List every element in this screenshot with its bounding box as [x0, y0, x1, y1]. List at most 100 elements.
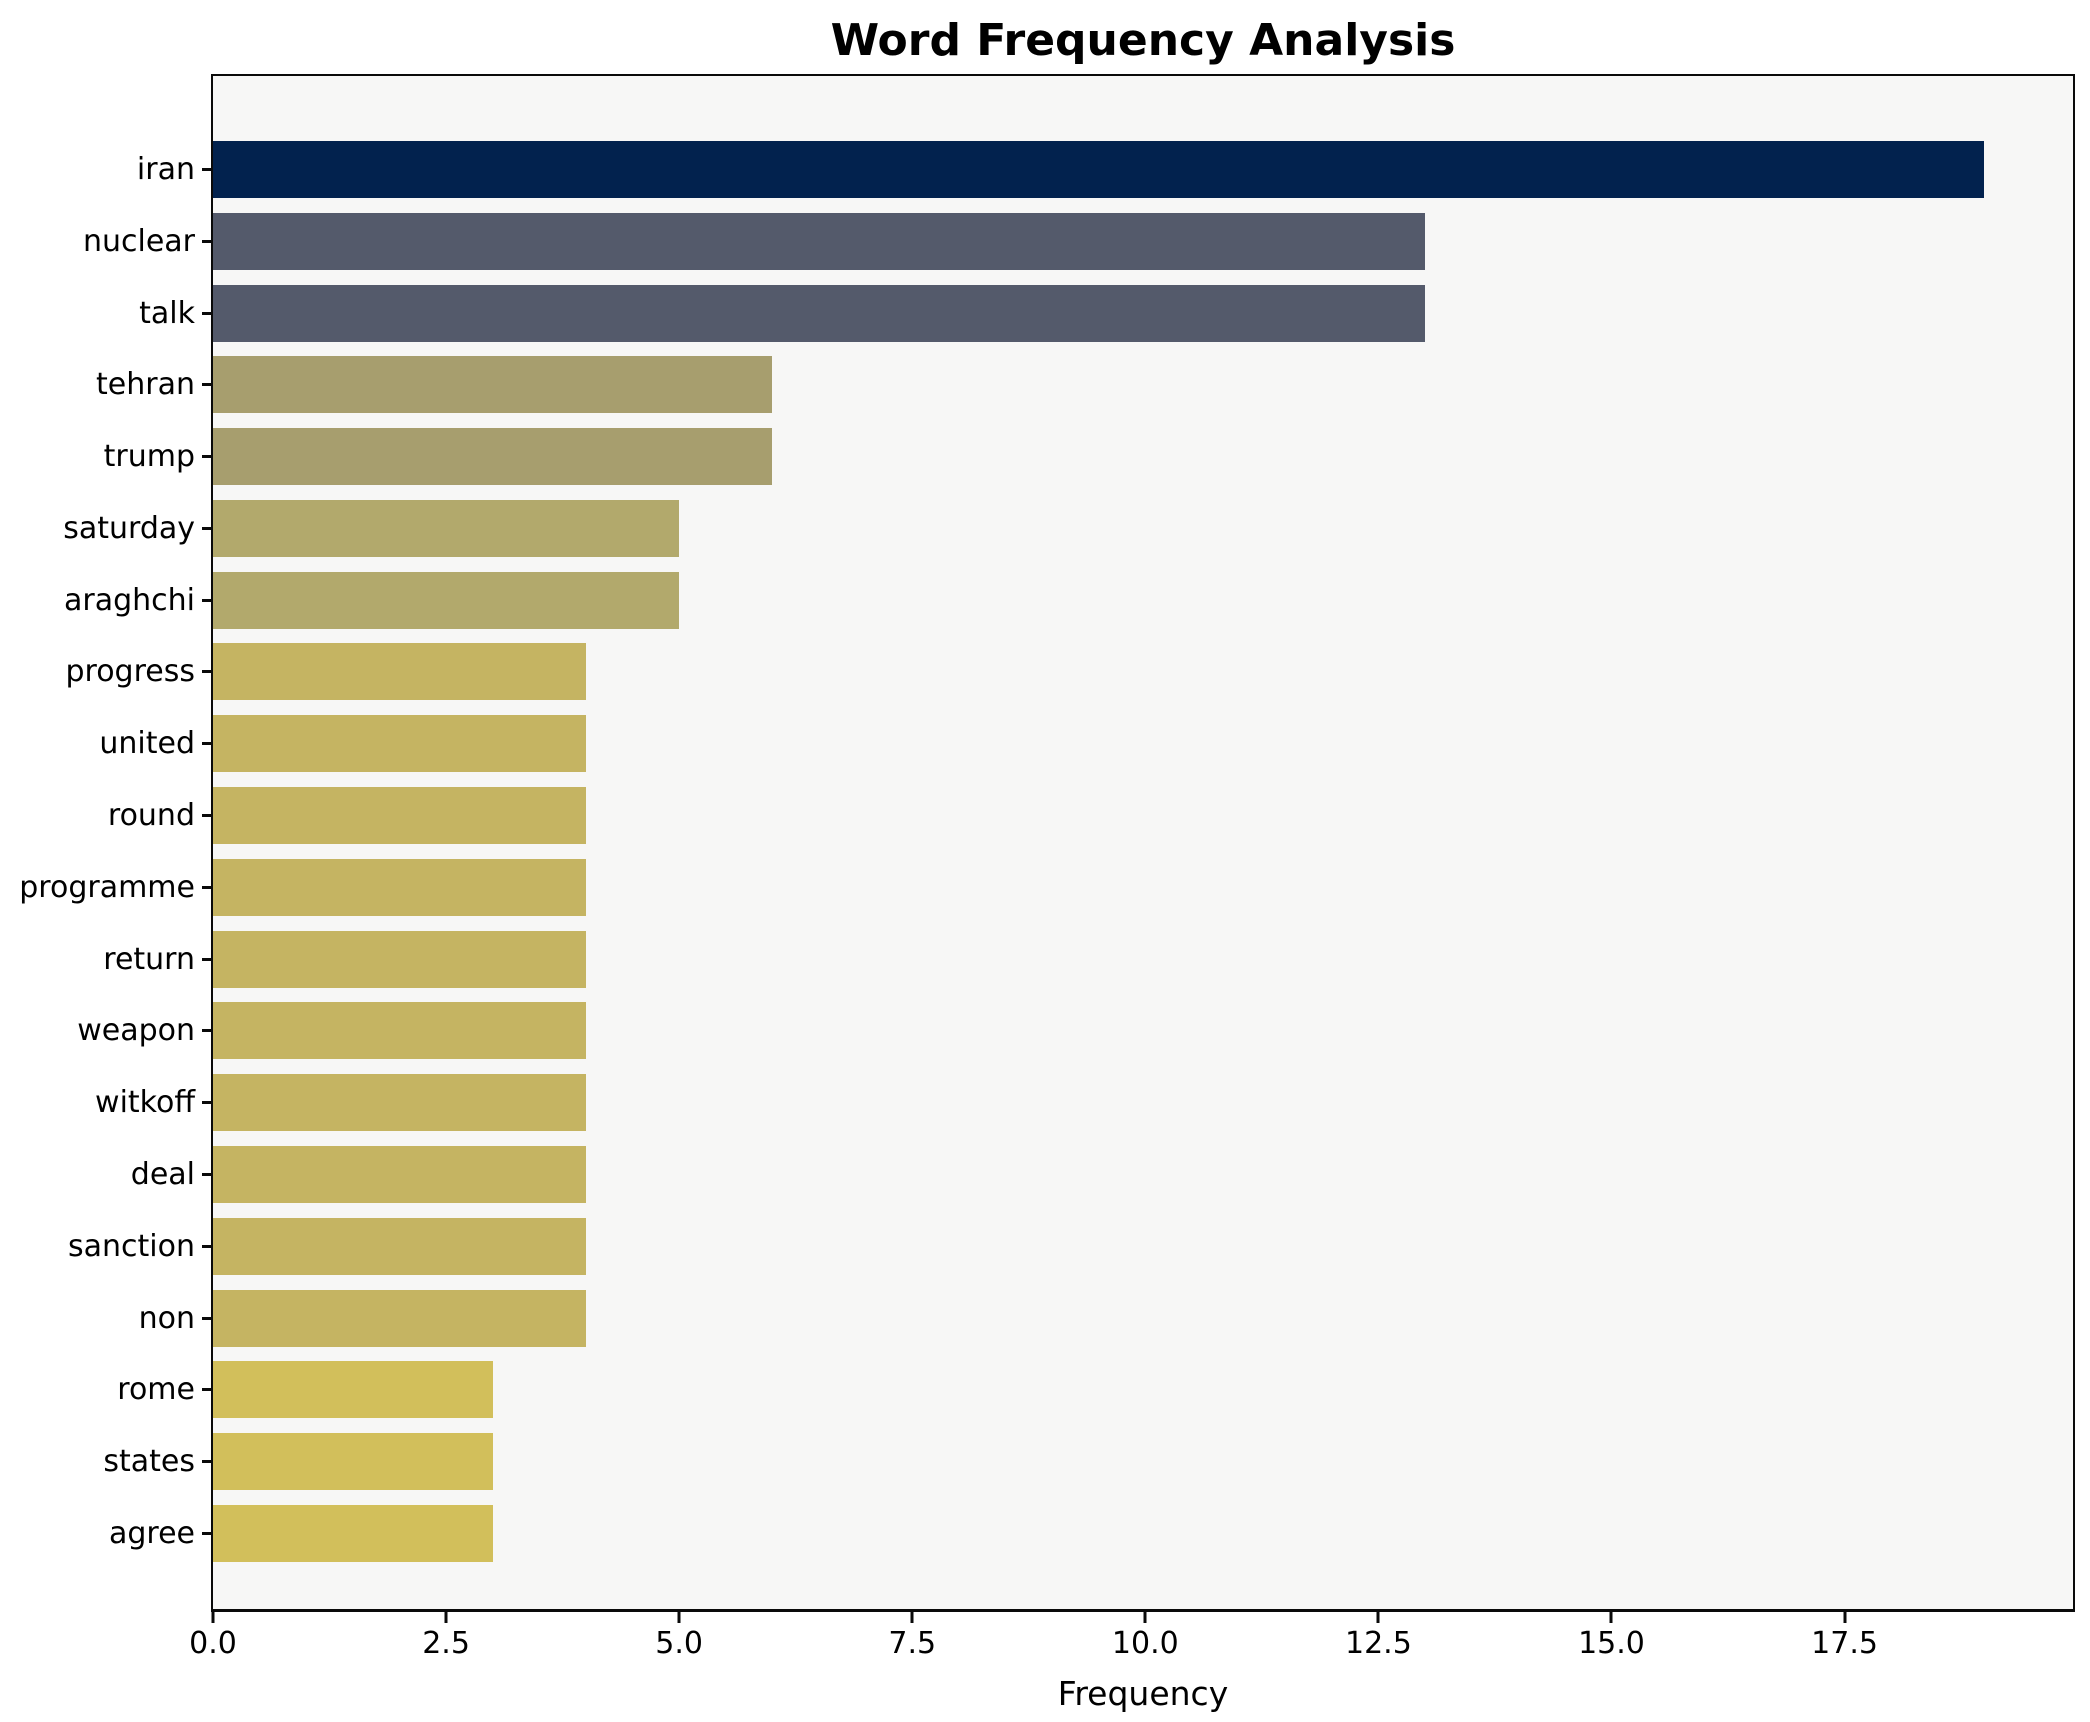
bar-round	[213, 787, 586, 845]
y-tick-label: programme	[19, 869, 195, 905]
x-tick-mark	[1143, 1612, 1147, 1623]
y-tick-talk: talk	[0, 285, 211, 342]
x-tick-mark	[211, 1612, 215, 1623]
plot-area	[211, 74, 2075, 1612]
bar-weapon	[213, 1002, 586, 1060]
bar-row-saturday	[213, 499, 2073, 557]
bar-saturday	[213, 499, 680, 557]
y-tick-mark	[202, 598, 211, 602]
bar-row-araghchi	[213, 571, 2073, 629]
bar-row-sanction	[213, 1217, 2073, 1275]
bar-states	[213, 1433, 493, 1491]
y-tick-mark	[202, 1172, 211, 1176]
y-tick-araghchi: araghchi	[0, 572, 211, 629]
x-tick-mark	[677, 1612, 681, 1623]
bars-container	[213, 141, 2073, 1562]
y-tick-trump: trump	[0, 428, 211, 485]
bar-row-agree	[213, 1504, 2073, 1562]
x-tick-label: 2.5	[422, 1626, 470, 1661]
y-tick-mark	[202, 526, 211, 530]
y-tick-label: return	[103, 941, 195, 977]
x-tick-label: 10.0	[1111, 1626, 1179, 1661]
bar-agree	[213, 1504, 493, 1562]
y-tick-label: progress	[65, 654, 195, 690]
y-tick-round: round	[0, 787, 211, 844]
bar-tehran	[213, 356, 773, 414]
bar-non	[213, 1289, 586, 1347]
y-tick-label: araghchi	[63, 582, 195, 618]
y-tick-mark	[202, 814, 211, 818]
y-tick-mark	[202, 1244, 211, 1248]
bar-row-trump	[213, 428, 2073, 486]
y-tick-mark	[202, 670, 211, 674]
chart-title: Word Frequency Analysis	[830, 15, 1456, 66]
y-tick-states: states	[0, 1433, 211, 1490]
y-tick-agree: agree	[0, 1505, 211, 1562]
y-tick-progress: progress	[0, 643, 211, 700]
bar-rome	[213, 1361, 493, 1419]
y-tick-sanction: sanction	[0, 1218, 211, 1275]
x-tick-mark	[1376, 1612, 1380, 1623]
y-tick-mark	[202, 1101, 211, 1105]
y-tick-label: rome	[117, 1372, 195, 1408]
y-tick-label: nuclear	[82, 223, 195, 259]
x-axis-label: Frequency	[1057, 1674, 1229, 1713]
y-tick-deal: deal	[0, 1146, 211, 1203]
bar-row-nuclear	[213, 212, 2073, 270]
y-tick-united: united	[0, 715, 211, 772]
y-tick-label: saturday	[63, 510, 195, 546]
y-tick-tehran: tehran	[0, 356, 211, 413]
bar-return	[213, 930, 586, 988]
y-tick-label: trump	[103, 439, 195, 475]
bar-row-programme	[213, 858, 2073, 916]
y-tick-nuclear: nuclear	[0, 213, 211, 270]
bar-deal	[213, 1145, 586, 1203]
bar-united	[213, 715, 586, 773]
bar-sanction	[213, 1217, 586, 1275]
x-tick-mark	[910, 1612, 914, 1623]
y-tick-mark	[202, 885, 211, 889]
y-tick-programme: programme	[0, 859, 211, 916]
bar-progress	[213, 643, 586, 701]
y-tick-label: round	[107, 798, 195, 834]
x-axis-ticks: 0.0 2.5 5.0 7.5 10.0 12.5 15.0 17.5	[189, 1612, 2073, 1662]
bar-row-iran	[213, 141, 2073, 198]
y-tick-label: deal	[130, 1156, 195, 1192]
x-tick-mark	[444, 1612, 448, 1623]
bar-row-deal	[213, 1145, 2073, 1203]
y-tick-rome: rome	[0, 1361, 211, 1418]
y-tick-label: states	[103, 1444, 195, 1480]
x-tick-mark	[1609, 1612, 1613, 1623]
bar-nuclear	[213, 212, 1425, 270]
x-tick-label: 17.5	[1811, 1626, 1878, 1661]
y-tick-mark	[202, 1460, 211, 1464]
y-tick-mark	[202, 1531, 211, 1535]
y-tick-mark	[202, 742, 211, 746]
y-tick-mark	[202, 1316, 211, 1320]
x-tick-label: 5.0	[655, 1626, 704, 1661]
y-tick-label: weapon	[77, 1013, 195, 1049]
y-tick-mark	[202, 311, 211, 315]
bar-row-round	[213, 787, 2073, 845]
y-tick-mark	[202, 1029, 211, 1033]
y-tick-non: non	[0, 1290, 211, 1347]
x-tick-label: 7.5	[888, 1626, 937, 1661]
x-tick-label: 0.0	[189, 1626, 237, 1661]
bar-row-return	[213, 930, 2073, 988]
y-tick-label: talk	[139, 295, 195, 331]
y-tick-witkoff: witkoff	[0, 1074, 211, 1131]
y-tick-label: iran	[136, 152, 195, 187]
y-axis-labels: iran nuclear talk tehran trump saturday araghc…	[0, 141, 211, 1562]
y-tick-label: sanction	[68, 1228, 195, 1264]
bar-row-witkoff	[213, 1074, 2073, 1132]
y-tick-mark	[202, 239, 211, 243]
y-tick-saturday: saturday	[0, 500, 211, 557]
bar-programme	[213, 858, 586, 916]
bar-row-states	[213, 1433, 2073, 1491]
y-tick-return: return	[0, 931, 211, 988]
y-tick-label: tehran	[96, 367, 195, 403]
bar-row-tehran	[213, 356, 2073, 414]
y-tick-label: witkoff	[95, 1085, 195, 1121]
y-tick-mark	[202, 383, 211, 387]
